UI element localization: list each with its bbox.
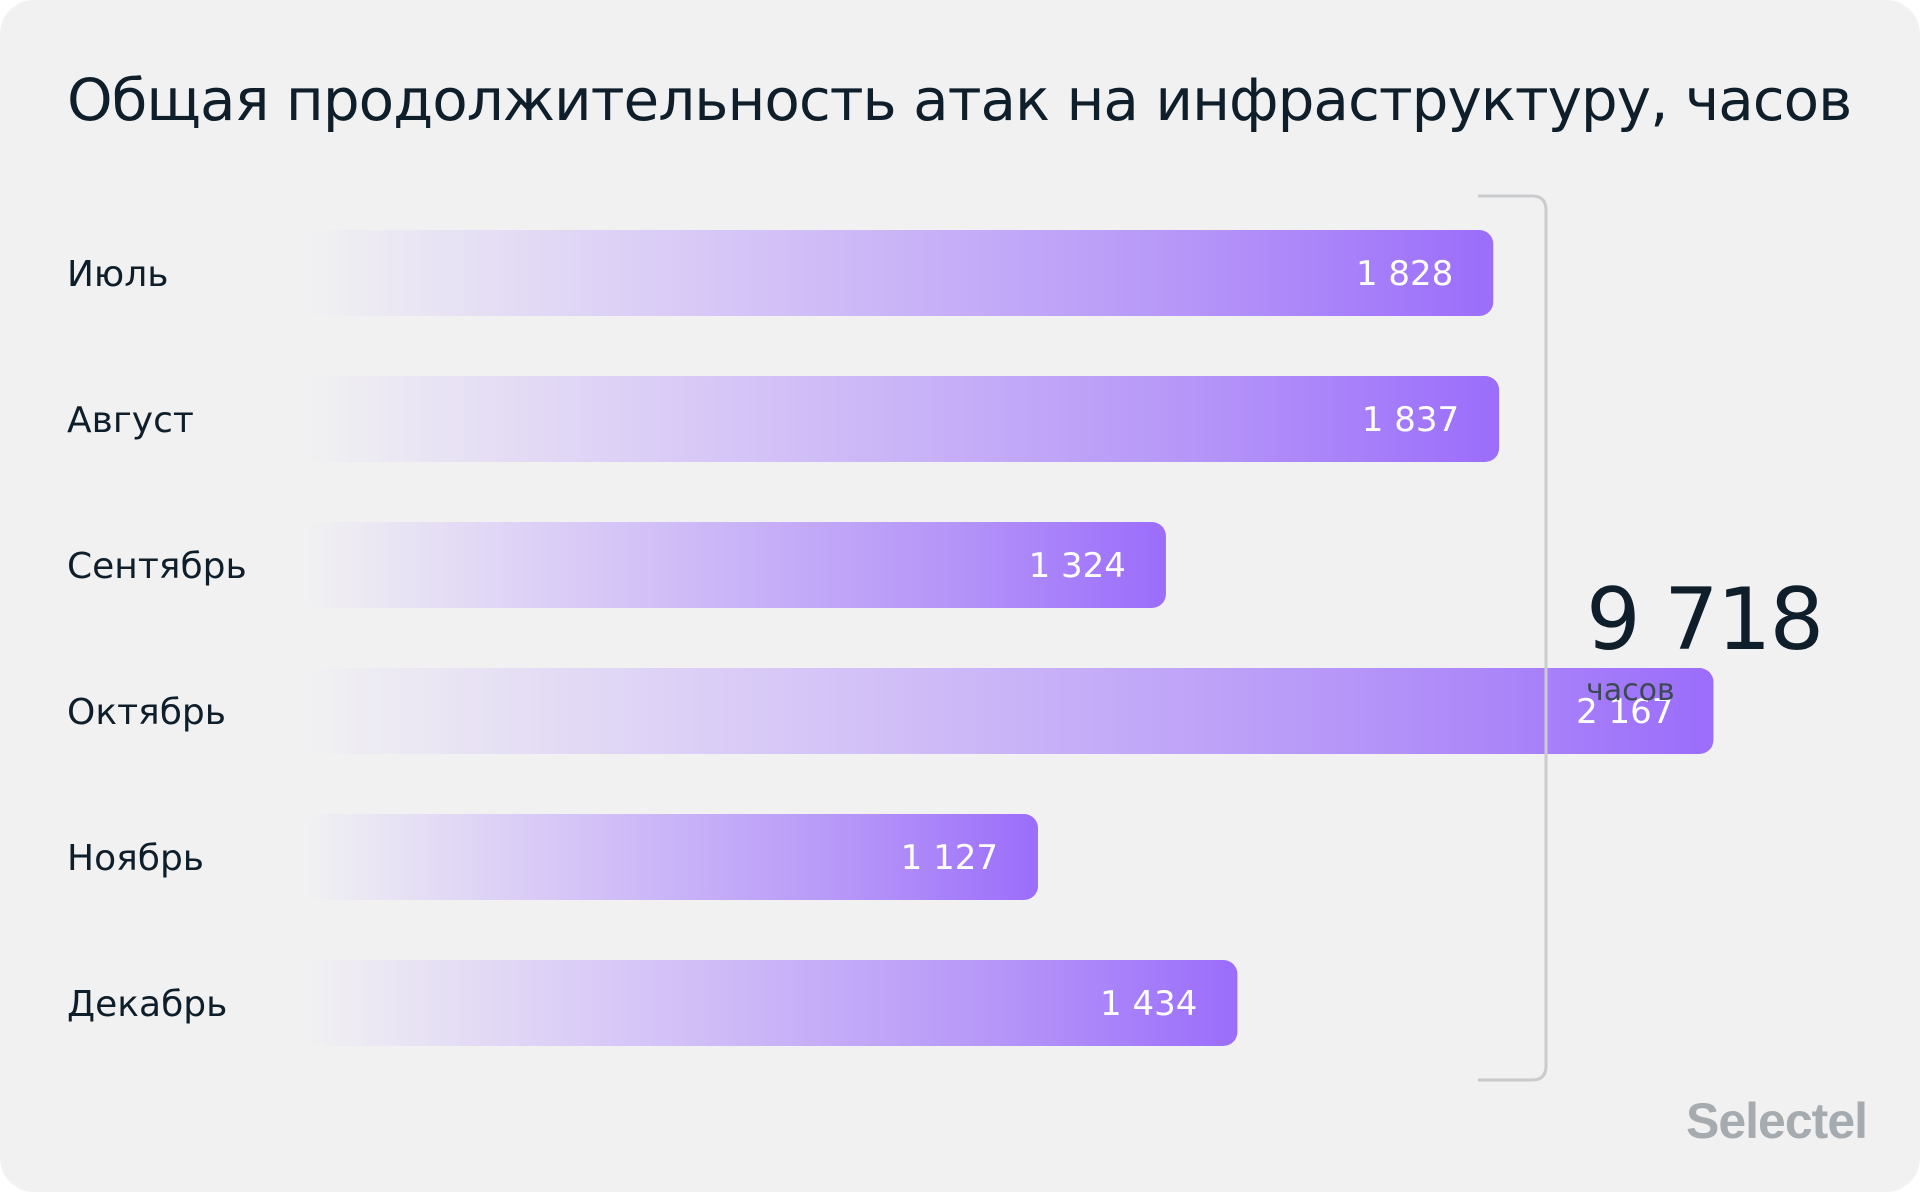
category-label: Декабрь bbox=[67, 984, 227, 1025]
chart-title: Общая продолжительность атак на инфрастр… bbox=[67, 66, 1852, 134]
category-label: Июль bbox=[67, 254, 168, 295]
total-bracket bbox=[1478, 194, 1548, 1082]
bar bbox=[306, 814, 1038, 900]
bar-value-label: 1 837 bbox=[1362, 400, 1459, 440]
category-label: Сентябрь bbox=[67, 546, 247, 587]
bar-value-label: 1 434 bbox=[1100, 984, 1197, 1024]
total-unit: часов bbox=[1586, 673, 1675, 708]
bar-value-label: 1 324 bbox=[1029, 546, 1126, 586]
bar bbox=[306, 230, 1494, 316]
bar bbox=[306, 960, 1238, 1046]
bar-value-label: 2 167 bbox=[1576, 692, 1673, 732]
bar bbox=[306, 522, 1166, 608]
total-value: 9 718 bbox=[1586, 570, 1824, 670]
category-label: Август bbox=[67, 400, 194, 441]
category-label: Ноябрь bbox=[67, 838, 204, 879]
bar bbox=[306, 376, 1500, 462]
selectel-logo: Selectel bbox=[1686, 1093, 1868, 1149]
total-block: 9 718 часов bbox=[1586, 570, 1824, 708]
bar-value-label: 1 127 bbox=[901, 838, 998, 878]
bar-value-label: 1 828 bbox=[1356, 254, 1453, 294]
category-label: Октябрь bbox=[67, 692, 226, 733]
bars-layer: Июль 1 828 Август 1 837 Сентябрь 1 324 Октябрь… bbox=[67, 230, 1714, 1046]
bar bbox=[306, 668, 1714, 754]
